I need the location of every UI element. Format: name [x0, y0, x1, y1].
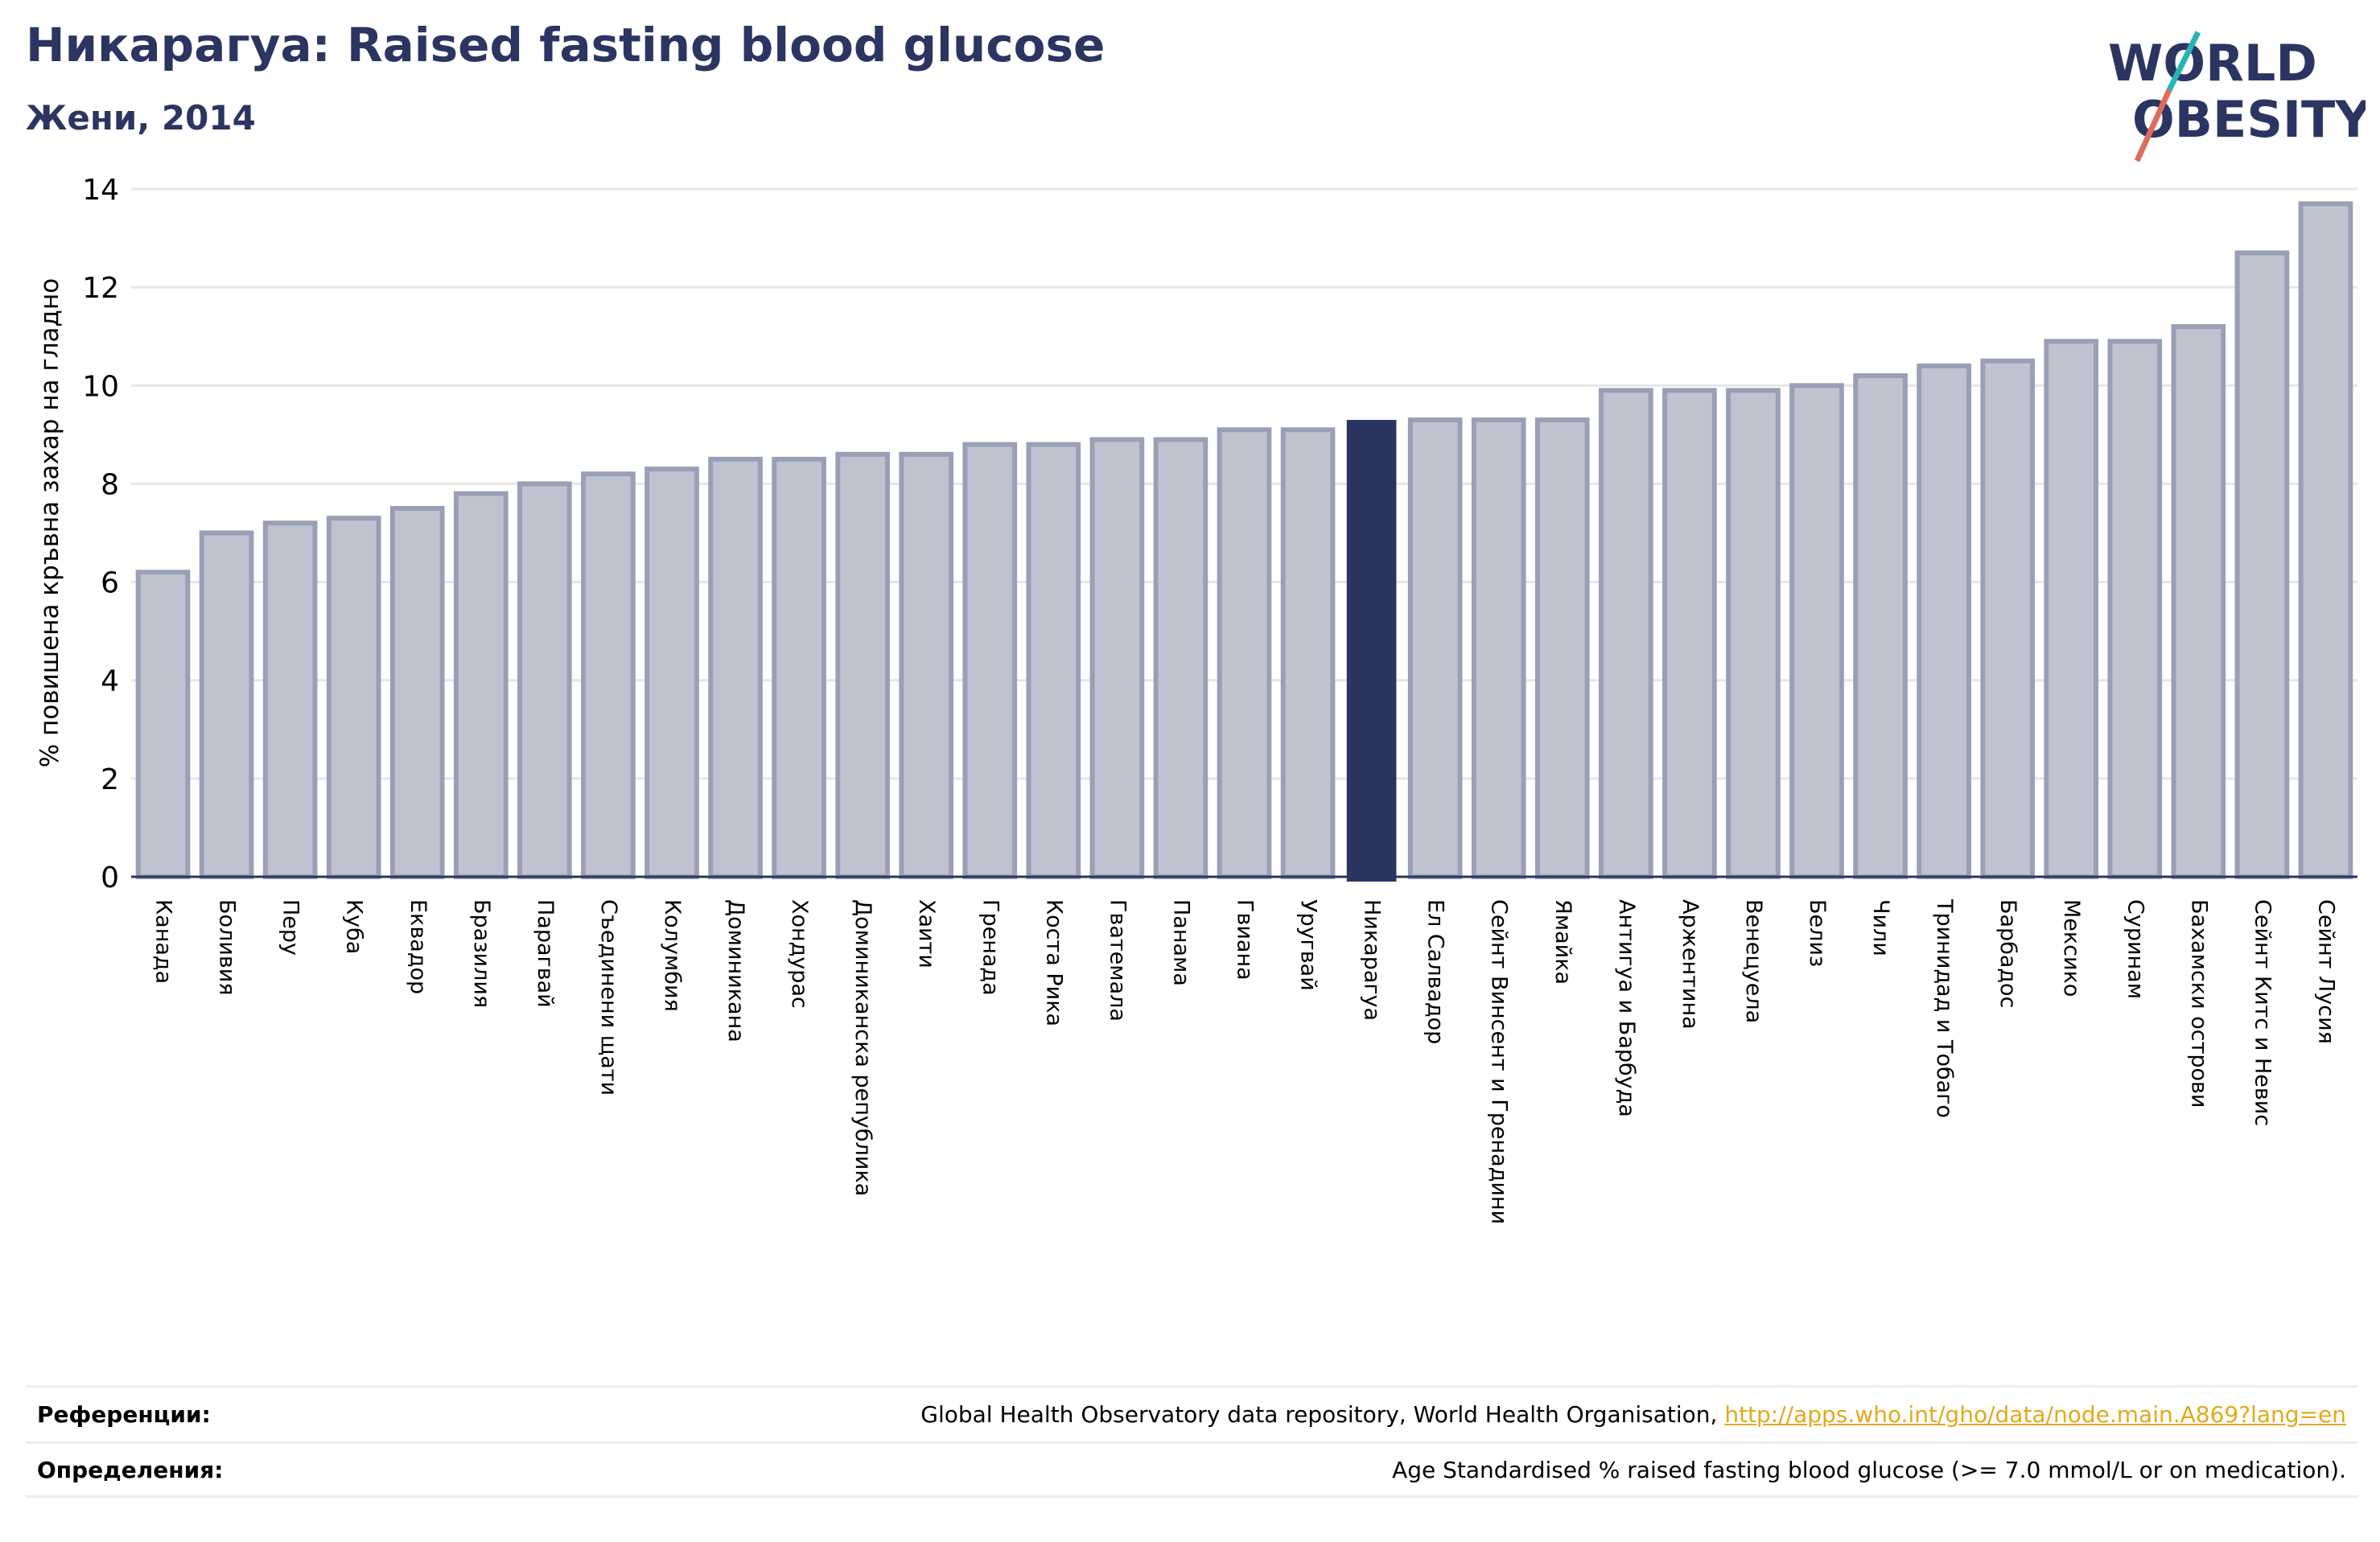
bar	[1662, 388, 1717, 879]
logo-line2: OBESITY	[2132, 90, 2366, 149]
bar	[2044, 339, 2099, 880]
x-tick-label: Аржентина	[1678, 899, 1703, 1030]
bar	[1026, 442, 1081, 879]
bar	[326, 516, 381, 880]
bar	[199, 530, 254, 879]
reference-table: Референции: Global Health Observatory da…	[26, 1385, 2357, 1498]
bar	[835, 451, 890, 879]
x-tick-label: Ямайка	[1550, 899, 1575, 985]
x-tick-label: Чили	[1868, 899, 1893, 956]
x-tick-label: Суринам	[2123, 899, 2147, 999]
x-tick-label: Боливия	[215, 899, 240, 996]
bar-chart: 0 2 4 6 8 10 12 14 Канада Боливия Перу Куба Еквадор Б…	[82, 174, 2357, 1224]
x-tick-label: Тринидад и Тобаго	[1932, 898, 1957, 1118]
x-tick-label: Хондурас	[787, 899, 812, 1009]
x-tick-label: Гватемала	[1105, 899, 1130, 1022]
bar	[1471, 417, 1526, 879]
bar	[262, 520, 318, 879]
x-tick-label: Колумбия	[660, 899, 685, 1012]
x-tick-label: Белиз	[1805, 899, 1830, 967]
bar	[2171, 324, 2226, 879]
y-tick-label: 10	[82, 370, 119, 403]
x-tick-label: Хаити	[914, 899, 939, 968]
references-label: Референции:	[37, 1401, 211, 1428]
bar	[1980, 358, 2036, 879]
y-tick-label: 4	[101, 665, 119, 698]
x-tick-label: Бразилия	[469, 899, 494, 1008]
definitions-label: Определения:	[37, 1456, 224, 1483]
references-row: Референции: Global Health Observatory da…	[26, 1385, 2357, 1441]
bar	[1789, 383, 1844, 879]
bar	[962, 442, 1018, 879]
bar	[2298, 201, 2353, 880]
y-tick-label: 6	[101, 567, 119, 600]
bar	[1153, 437, 1209, 879]
x-tick-label: Сейнт Винсент и Гренадини	[1487, 899, 1512, 1224]
bar	[1726, 388, 1781, 879]
x-tick-label: Ел Салвадор	[1423, 899, 1448, 1044]
y-tick-label: 0	[101, 861, 119, 894]
bar	[708, 456, 763, 879]
bar	[1280, 427, 1336, 879]
bar	[1853, 373, 1908, 880]
x-tick-label: Гренада	[978, 899, 1003, 996]
x-tick-label: Коста Рика	[1041, 899, 1066, 1026]
bar	[2107, 339, 2163, 880]
bar	[453, 491, 509, 880]
bar	[1599, 388, 1653, 879]
bar	[1346, 420, 1397, 882]
y-tick-label: 8	[101, 468, 119, 501]
y-tick-label: 12	[82, 272, 119, 305]
logo-slash-top	[2166, 31, 2201, 92]
references-text: Global Health Observatory data repositor…	[920, 1401, 1725, 1428]
x-tick-label: Антигуа и Барбуда	[1614, 899, 1639, 1117]
logo-line1: WORLD	[2108, 34, 2317, 93]
bar	[581, 471, 636, 879]
x-tick-label: Бахамски острови	[2186, 899, 2211, 1108]
y-tick-label: 2	[101, 763, 119, 796]
world-obesity-logo: WORLD OBESITY	[2108, 31, 2366, 162]
chart-title: Никарагуа: Raised fasting blood glucose	[26, 18, 1106, 72]
chart-subtitle: Жени, 2014	[26, 98, 256, 138]
logo-slash-bottom	[2134, 88, 2172, 162]
x-tick-label: Съединени щати	[596, 899, 621, 1096]
y-tick-label: 14	[82, 174, 119, 207]
bar	[1917, 363, 1971, 880]
bar	[2234, 250, 2290, 879]
bar	[1534, 417, 1590, 879]
x-tick-label: Сейнт Китс и Невис	[2250, 899, 2275, 1126]
references-value: Global Health Observatory data repositor…	[920, 1401, 2346, 1428]
bar	[644, 467, 699, 879]
bar	[135, 570, 191, 879]
bar	[1089, 437, 1145, 879]
bar	[899, 451, 954, 879]
x-tick-label: Канада	[151, 899, 176, 984]
bar	[1407, 417, 1463, 879]
x-tick-label: Панама	[1168, 899, 1193, 986]
x-tick-label: Уругвай	[1296, 899, 1321, 991]
x-tick-label: Барбадос	[1995, 899, 2020, 1008]
x-tick-label: Еквадор	[406, 899, 430, 994]
x-tick-label: Доминиканска република	[850, 899, 875, 1196]
bar	[772, 456, 826, 879]
x-tick-label: Сейнт Лусия	[2313, 899, 2338, 1044]
x-tick-label: Куба	[342, 899, 367, 954]
x-tick-label: Венецуела	[1741, 899, 1766, 1023]
bar	[517, 481, 572, 880]
x-tick-label: Никарагуа	[1360, 899, 1385, 1021]
x-tick-label: Мексико	[2059, 899, 2084, 997]
definitions-row: Определения: Age Standardised % raised f…	[26, 1441, 2357, 1498]
x-tick-label: Перу	[278, 899, 303, 956]
bar	[1217, 427, 1272, 879]
x-tick-label: Гвиана	[1233, 899, 1258, 981]
definitions-text: Age Standardised % raised fasting blood …	[1392, 1456, 2346, 1483]
bar	[389, 505, 445, 879]
x-tick-label: Доминикана	[723, 899, 748, 1042]
references-link[interactable]: http://apps.who.int/gho/data/node.main.A…	[1724, 1401, 2346, 1428]
x-tick-label: Парагвай	[533, 899, 558, 1008]
